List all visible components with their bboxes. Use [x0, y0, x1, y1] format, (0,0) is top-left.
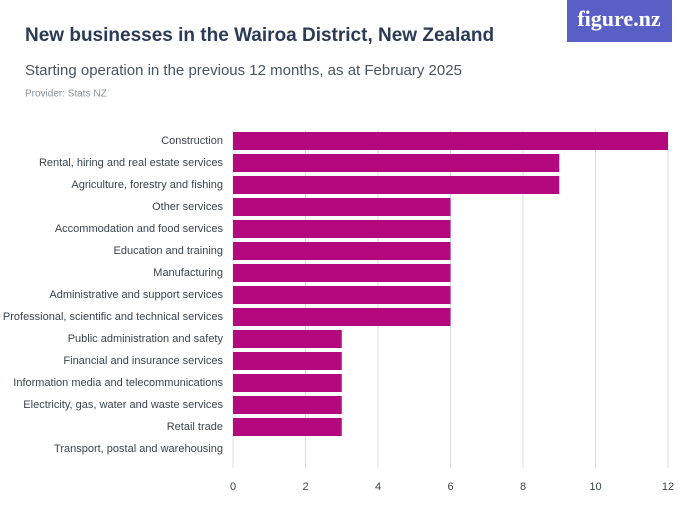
- y-tick-label: Transport, postal and warehousing: [54, 443, 223, 455]
- bar: [233, 418, 342, 436]
- y-tick-label: Public administration and safety: [68, 333, 224, 345]
- x-tick-label: 4: [375, 481, 381, 493]
- y-tick-label: Retail trade: [167, 421, 223, 433]
- y-tick-label: Rental, hiring and real estate services: [39, 157, 224, 169]
- provider: Provider: Stats NZ: [25, 89, 107, 100]
- x-tick-label: 10: [589, 481, 601, 493]
- y-tick-label: Information media and telecommunications: [13, 377, 223, 389]
- bar: [233, 286, 451, 304]
- y-tick-label: Other services: [152, 201, 223, 213]
- bar: [233, 352, 342, 370]
- bar: [233, 176, 560, 194]
- bar: [233, 132, 668, 150]
- y-tick-label: Accommodation and food services: [55, 223, 224, 235]
- x-tick-label: 2: [302, 481, 308, 493]
- y-tick-label: Agriculture, forestry and fishing: [71, 179, 223, 191]
- chart-subtitle: Starting operation in the previous 12 mo…: [25, 62, 462, 79]
- x-tick-label: 8: [520, 481, 526, 493]
- y-tick-label: Construction: [161, 135, 223, 147]
- bar: [233, 220, 451, 238]
- logo-box: [567, 0, 672, 42]
- bar: [233, 242, 451, 260]
- y-tick-label: Financial and insurance services: [63, 355, 223, 367]
- x-tick-label: 6: [447, 481, 453, 493]
- bar: [233, 330, 342, 348]
- bar: [233, 396, 342, 414]
- bar: [233, 198, 451, 216]
- y-tick-label: Education and training: [114, 245, 223, 257]
- chart-title: New businesses in the Wairoa District, N…: [25, 25, 494, 46]
- y-tick-label: Professional, scientific and technical s…: [3, 311, 224, 323]
- bar: [233, 308, 451, 326]
- y-tick-label: Administrative and support services: [49, 289, 223, 301]
- logo: figure.nz: [577, 6, 661, 31]
- x-tick-label: 12: [662, 481, 674, 493]
- x-tick-label: 0: [230, 481, 236, 493]
- bar: [233, 264, 451, 282]
- bar: [233, 374, 342, 392]
- y-tick-label: Manufacturing: [153, 267, 223, 279]
- bar: [233, 154, 560, 172]
- y-tick-label: Electricity, gas, water and waste servic…: [23, 399, 223, 411]
